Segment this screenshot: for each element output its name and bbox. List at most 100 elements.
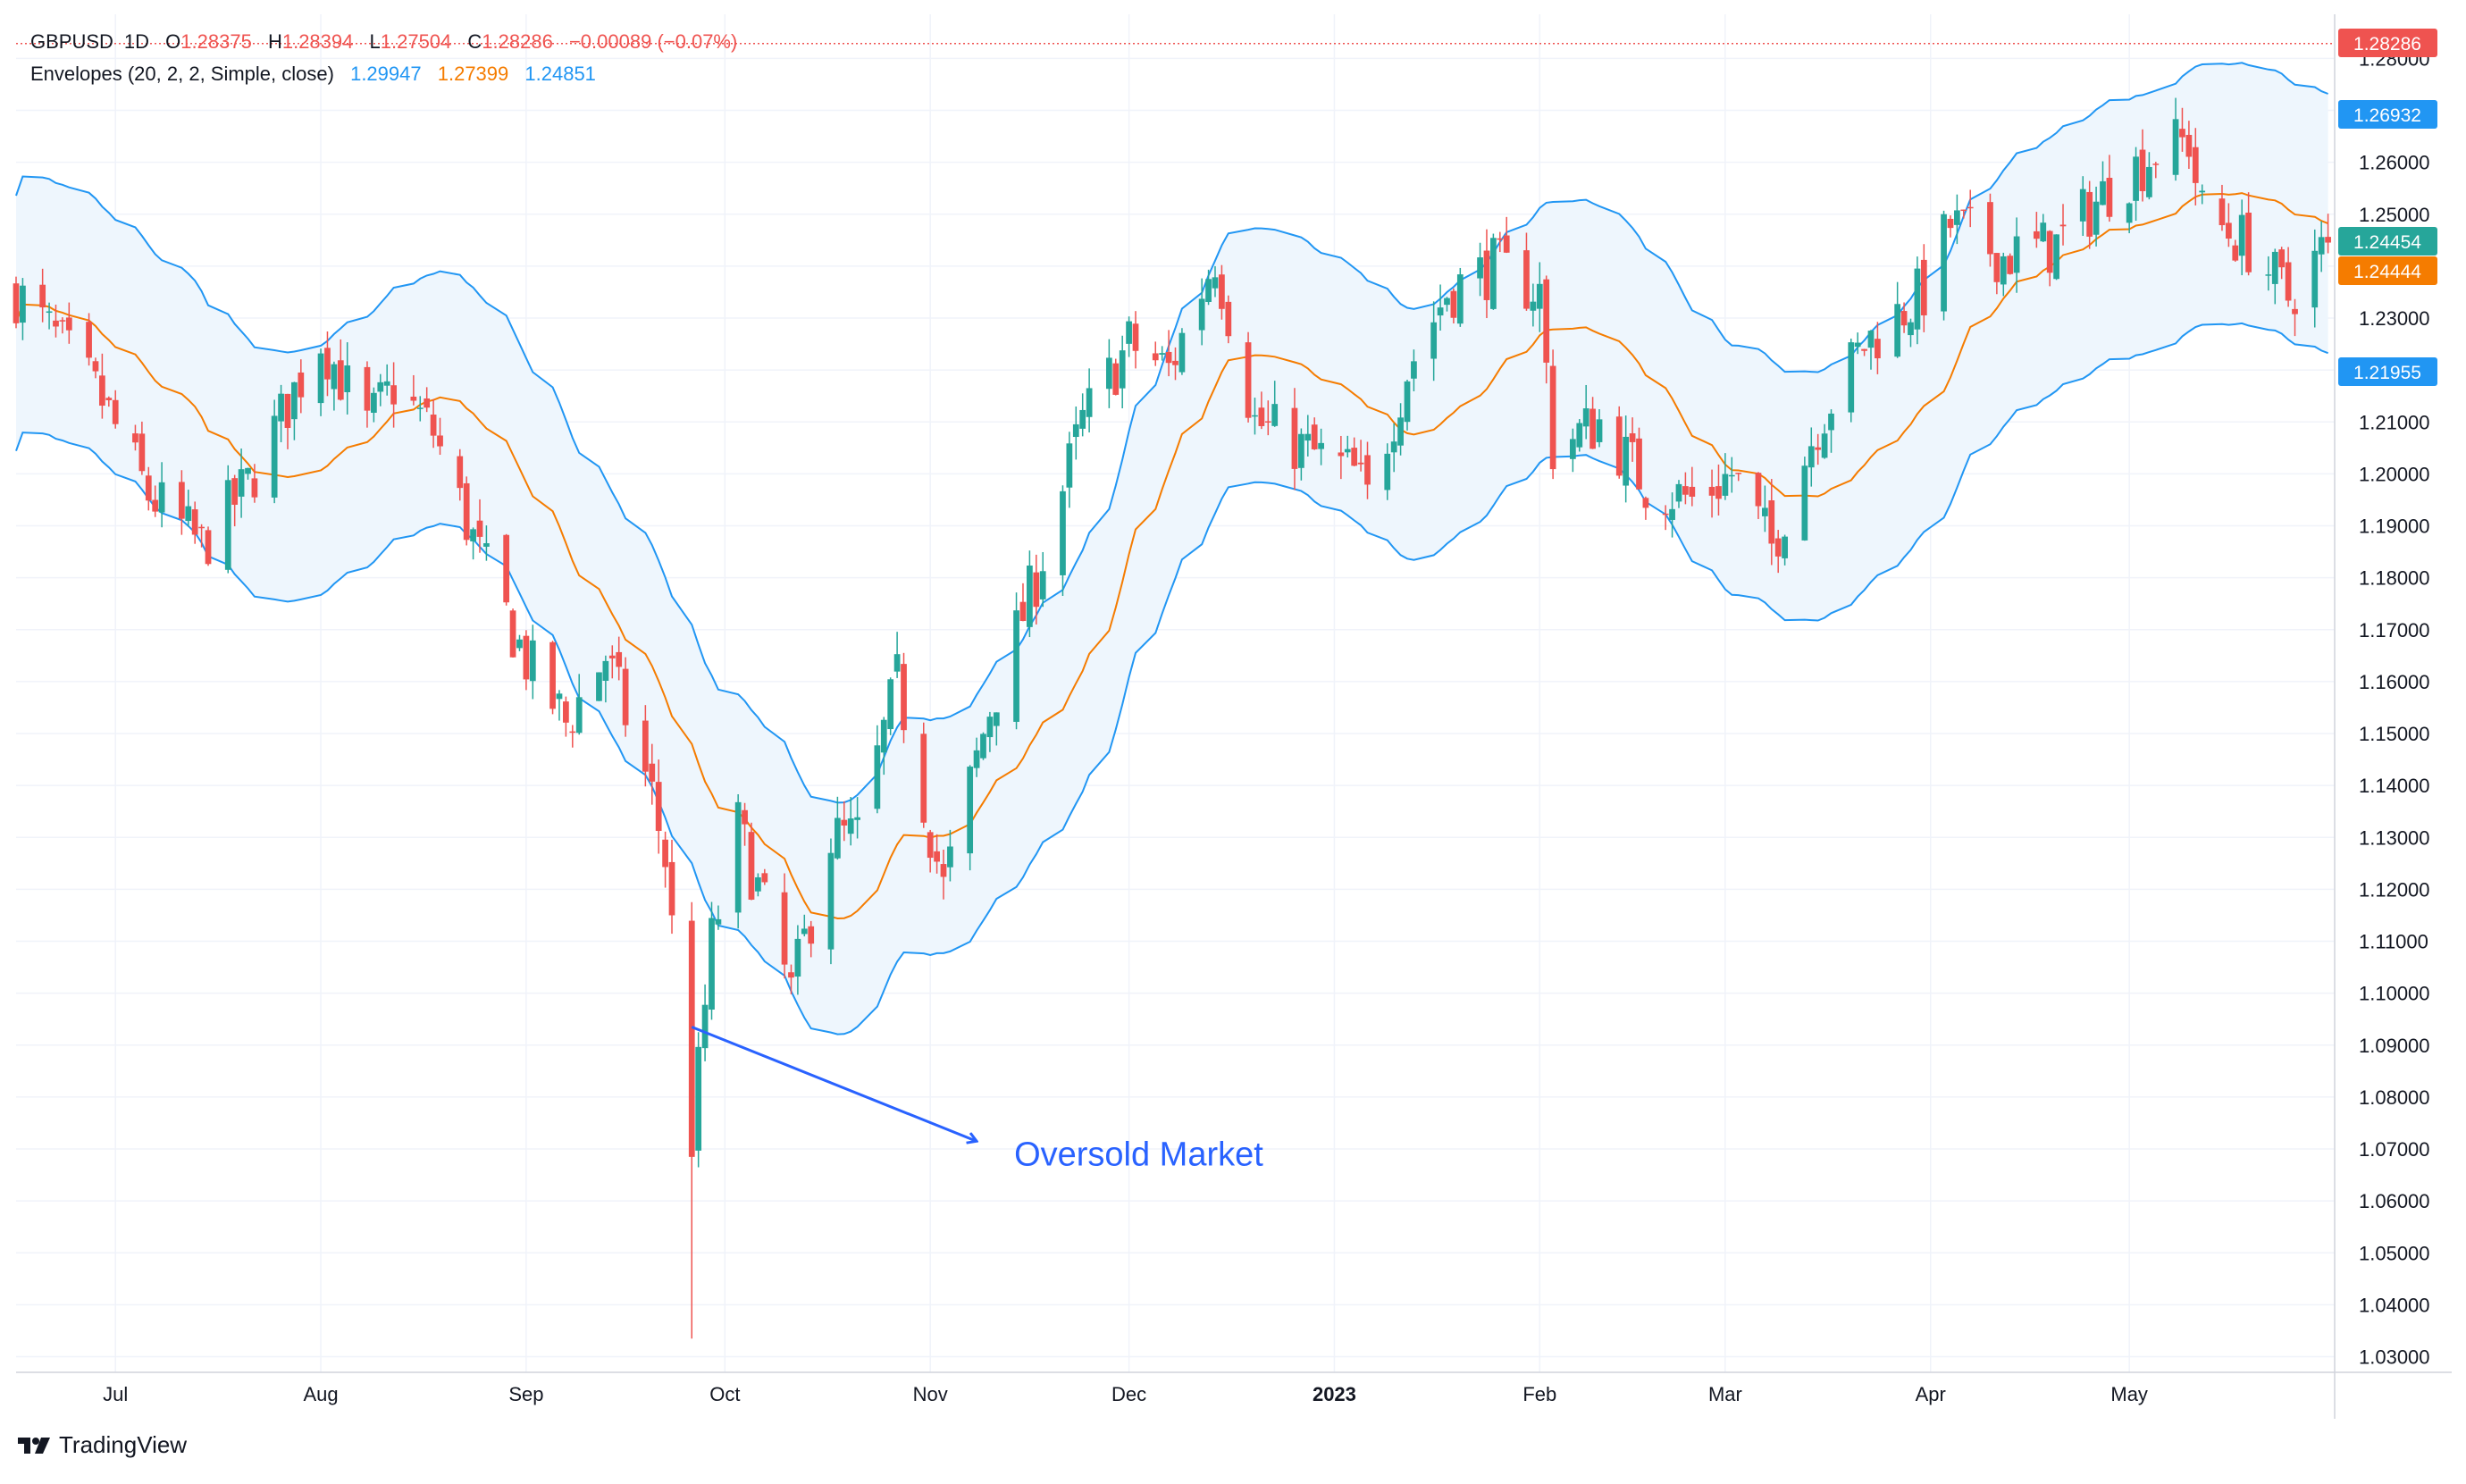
candle-body (1297, 433, 1304, 468)
time-tick-label: Mar (1708, 1383, 1742, 1405)
candle-body (2079, 189, 2086, 222)
candle-body (1987, 202, 1993, 255)
candle-body (841, 819, 848, 826)
candle-body (2000, 256, 2007, 285)
candle-body (1861, 348, 1867, 351)
candle-body (1623, 436, 1630, 486)
candle-body (1821, 433, 1828, 458)
candle-body (1569, 439, 1576, 459)
candle-body (1848, 342, 1855, 413)
candle-body (1536, 283, 1543, 309)
candle-body (1411, 361, 1417, 379)
candle-body (430, 415, 437, 436)
time-axis[interactable]: Jul Aug Sep Oct Nov Dec 2023 Feb Mar Apr May (103, 1383, 2148, 1405)
candle-body (1689, 486, 1696, 497)
candle-body (2093, 201, 2100, 235)
candle-body (847, 818, 854, 834)
interval-label[interactable]: 1D (123, 30, 150, 53)
candle-body (967, 767, 974, 854)
time-tick-label: Feb (1522, 1383, 1556, 1405)
price-tag-value: 1.28286 (2353, 34, 2421, 54)
candle-body (383, 381, 390, 386)
candle-body (695, 1046, 702, 1151)
candle-body (1774, 538, 1782, 557)
envelope-lower-line (15, 322, 2328, 1035)
candle-body (2238, 214, 2245, 256)
candle-body (1914, 268, 1921, 330)
candle-body (2219, 198, 2226, 226)
candle-body (370, 392, 377, 413)
candle-body (1675, 483, 1682, 502)
candle-body (1119, 350, 1126, 389)
candle-body (1165, 351, 1172, 364)
candle-body (748, 832, 755, 900)
candle-body (1132, 323, 1139, 351)
candle-body (205, 530, 212, 565)
price-tags: 1.28286 1.26932 1.24454 1.24444 1.21955 (2338, 29, 2437, 386)
candle-body (1642, 498, 1649, 508)
candle-body (1735, 473, 1742, 474)
candle-body (549, 641, 556, 709)
candle-body (940, 864, 947, 877)
candle-body (616, 651, 623, 667)
candle-body (178, 482, 185, 519)
candle-body (2179, 129, 2185, 138)
close-label: C (467, 30, 482, 53)
symbol-name[interactable]: GBPUSD (30, 30, 113, 53)
indicator-label[interactable]: Envelopes (20, 2, 2, Simple, close) (30, 63, 334, 85)
annotation-arrow[interactable] (691, 1026, 977, 1141)
price-tick-label: 1.23000 (2359, 307, 2430, 330)
candle-body (1967, 206, 1974, 209)
annotation-label[interactable]: Oversold Market (1014, 1136, 1263, 1173)
open-value: 1.28375 (180, 30, 252, 53)
candle-body (563, 701, 569, 723)
candle-body (920, 734, 927, 823)
tradingview-logo[interactable]: TradingView (18, 1431, 187, 1459)
candle-body (1477, 257, 1483, 279)
candle-body (1311, 424, 1318, 449)
symbol-legend[interactable]: GBPUSD 1D O1.28375 H1.28394 L1.27504 C1.2… (30, 30, 748, 54)
candle-body (1390, 441, 1397, 453)
candle-body (1430, 322, 1438, 359)
candle-body (1225, 301, 1232, 337)
candle-body (608, 655, 616, 658)
candle-body (973, 750, 980, 768)
candle-body (1066, 443, 1073, 488)
candle-body (2040, 222, 2047, 242)
candle-body (1205, 279, 1212, 302)
candle-body (291, 381, 298, 420)
price-tag-value: 1.26932 (2353, 105, 2421, 126)
oversold-annotation[interactable]: Oversold Market (691, 1026, 1263, 1173)
candle-body (2192, 147, 2199, 183)
candle-body (416, 407, 424, 409)
price-tag (2338, 100, 2437, 129)
candle-body (649, 763, 656, 782)
candle-body (1245, 342, 1252, 418)
candle-body (1013, 610, 1019, 722)
candle-body (887, 679, 894, 730)
price-tick-label: 1.04000 (2359, 1294, 2430, 1316)
price-tick-label: 1.03000 (2359, 1346, 2430, 1369)
candle-body (1682, 486, 1689, 495)
candle-body (1252, 415, 1258, 417)
candle-body (331, 364, 338, 390)
candle-body (2126, 203, 2133, 223)
candle-body (59, 320, 66, 322)
candle-body (642, 720, 649, 772)
time-tick-label: Nov (913, 1383, 948, 1405)
candle-body (874, 745, 881, 809)
candle-body (1159, 353, 1166, 355)
candle-body (1258, 407, 1265, 426)
indicator-legend[interactable]: Envelopes (20, 2, 2, Simple, close) 1.29… (30, 63, 607, 86)
candle-body (2146, 166, 2152, 197)
price-tag (2338, 29, 2437, 57)
candle-body (715, 918, 722, 925)
candle-body (92, 361, 99, 372)
candle-body (424, 398, 431, 408)
candle-body (1722, 474, 1729, 496)
candle-body (198, 526, 205, 529)
time-tick-label: Aug (303, 1383, 338, 1405)
envelope-band-fill (16, 63, 2328, 1035)
